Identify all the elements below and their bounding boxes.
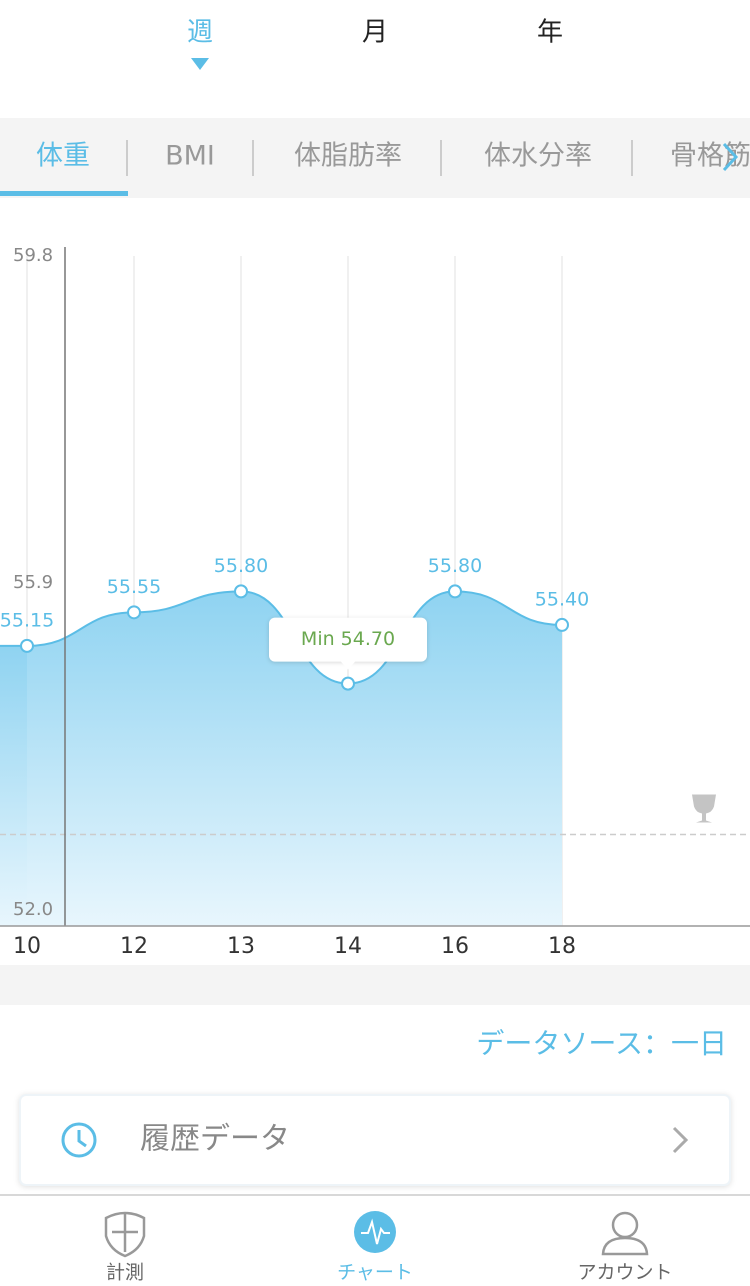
history-chevron (672, 1126, 689, 1154)
x-tick-label: 16 (441, 934, 469, 959)
active-indicator (191, 58, 209, 70)
clock-hands (77, 1130, 87, 1148)
separator-band (0, 965, 750, 1005)
data-point (555, 617, 569, 632)
clock-icon (61, 1122, 97, 1158)
metric-tab[interactable]: BMI (165, 141, 215, 172)
metric-tab-bar (0, 118, 750, 198)
y-tick-label: 55.9 (13, 572, 53, 593)
metric-tab[interactable]: 体重 (36, 141, 90, 172)
data-point (341, 676, 355, 691)
account-icon-body (601, 1236, 649, 1256)
x-tick-label: 12 (120, 934, 148, 959)
data-point (20, 638, 34, 653)
value-label: 55.80 (428, 555, 482, 577)
data-point (127, 605, 141, 620)
x-tick-label: 13 (227, 934, 255, 959)
y-tick-label: 59.8 (13, 245, 53, 266)
period-tab[interactable]: 月 (362, 18, 388, 48)
history-card[interactable] (19, 1094, 731, 1186)
value-label: 55.40 (535, 588, 589, 610)
tooltip (269, 617, 427, 662)
period-tabs: 週 月 年 (187, 18, 563, 70)
chart-icon-pulse (361, 1218, 390, 1245)
area (27, 591, 562, 926)
history-label: 履歴データ (140, 1122, 290, 1157)
nav-label[interactable]: アカウント (577, 1262, 672, 1284)
tooltip-pointer (340, 660, 356, 670)
chart: 52.0 55.9 59.8 10 55.15 12 55.55 13 55.80 14 16 55.… (0, 245, 750, 959)
scroll-chevron[interactable] (722, 142, 739, 172)
metric-tab[interactable]: 体脂肪率 (294, 141, 402, 172)
nav-label[interactable]: チャート (337, 1262, 413, 1284)
y-tick-label: 52.0 (13, 899, 53, 920)
measure-icon-cross (112, 1214, 138, 1252)
metric-tabs: 体重 BMI 体脂肪率 体水分率 骨格筋 (0, 140, 750, 196)
measure-icon (104, 1211, 146, 1258)
annotation: Min 54.70 (301, 628, 395, 650)
x-tick-label: 10 (13, 934, 41, 959)
x-tick-label: 14 (334, 934, 362, 959)
metric-tab[interactable]: 骨格筋 (670, 141, 750, 172)
value-label: 55.80 (214, 555, 268, 577)
value-label: 55.15 (0, 609, 54, 631)
value-label: 55.55 (107, 576, 161, 598)
period-tab[interactable]: 週 (187, 18, 213, 48)
x-tick-label: 18 (548, 934, 576, 959)
nav-label[interactable]: 計測 (106, 1262, 144, 1284)
period-tab[interactable]: 年 (537, 18, 563, 48)
metric-tab[interactable]: 体水分率 (484, 141, 592, 172)
data-point (448, 584, 462, 599)
data-point (234, 584, 248, 599)
active-underline (0, 191, 128, 196)
trophy-icon (692, 794, 716, 823)
data-source[interactable]: データソース：一日 (476, 1027, 727, 1060)
account-icon-head (611, 1211, 639, 1239)
area-extension (0, 645, 27, 926)
